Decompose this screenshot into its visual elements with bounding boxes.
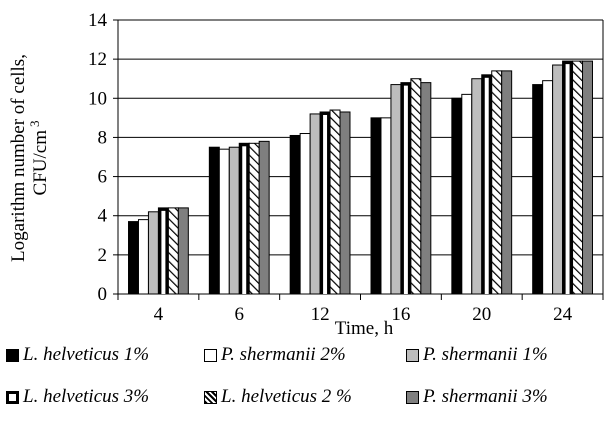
y-tick-labels: 0 2 4 6 8 10 12 14 <box>88 10 108 305</box>
bar-5-6 <box>248 142 260 295</box>
bars <box>128 60 593 295</box>
legend-label-2: P. shermanii 2% <box>221 344 346 365</box>
legend-swatch-1 <box>6 348 19 362</box>
x-tick-labels: 4 6 12 16 20 24 <box>154 304 573 325</box>
bar-inner-4-12 <box>323 114 328 294</box>
bar-3-24 <box>552 64 564 295</box>
bar-3-4 <box>147 211 159 295</box>
y-tick-label: 0 <box>98 284 108 305</box>
bar-2-4 <box>137 219 149 295</box>
x-tick-label: 6 <box>235 304 245 325</box>
y-axis-label-line-1: Logarithm number of cells, <box>8 54 29 262</box>
bar-3-16 <box>390 84 402 295</box>
x-axis-label: Time, h <box>335 318 394 339</box>
bar-2-12 <box>299 133 311 295</box>
legend-swatch-2 <box>204 348 217 362</box>
y-tick-label: 8 <box>98 127 108 148</box>
y-axis-label-line-2: CFU/cm 3 <box>27 121 51 196</box>
legend-label-3: P. shermanii 1% <box>423 344 548 365</box>
bar-2-16 <box>380 117 392 295</box>
bar-3-6 <box>228 146 240 295</box>
bar-1-6 <box>208 146 220 295</box>
legend-label-4: L. helveticus 3% <box>23 386 150 407</box>
bar-inner-4-20 <box>484 77 489 294</box>
bar-2-20 <box>461 93 473 295</box>
legend-swatch-4 <box>6 390 19 404</box>
bar-2-6 <box>218 148 230 295</box>
bar-5-20 <box>491 70 503 295</box>
x-tick-label: 4 <box>154 304 164 325</box>
x-tick-label: 20 <box>472 304 491 325</box>
bar-1-12 <box>289 134 301 295</box>
bar-inner-4-4 <box>161 210 166 294</box>
legend: L. helveticus 1% P. shermanii 2% P. sherma… <box>6 344 610 432</box>
bar-1-4 <box>128 221 139 295</box>
bar-6-6 <box>258 140 270 295</box>
y-axis-unit: CFU/cm <box>30 130 51 196</box>
legend-swatch-5 <box>204 390 217 404</box>
y-tick-label: 12 <box>88 49 107 70</box>
bar-inner-4-24 <box>565 64 570 294</box>
y-axis-label: Logarithm number of cells, CFU/cm 3 <box>8 54 51 262</box>
legend-item-3: P. shermanii 1% <box>406 344 548 366</box>
bar-5-12 <box>329 109 341 295</box>
bar-6-12 <box>339 111 351 295</box>
bar-5-24 <box>572 60 584 295</box>
bar-1-16 <box>370 117 382 295</box>
bar-6-24 <box>582 60 593 295</box>
legend-swatch-6 <box>406 390 419 404</box>
bar-6-20 <box>501 70 513 295</box>
axes <box>113 19 604 300</box>
x-tick-label: 24 <box>553 304 573 325</box>
legend-label-1: L. helveticus 1% <box>23 344 150 365</box>
bar-2-24 <box>542 80 554 295</box>
bar-5-4 <box>167 207 179 295</box>
legend-label-5: L. helveticus 2 % <box>221 386 352 407</box>
legend-item-5: L. helveticus 2 % <box>204 386 352 408</box>
y-tick-label: 10 <box>88 88 107 109</box>
legend-swatch-3 <box>406 348 419 362</box>
grid-lines <box>118 19 603 295</box>
bar-1-24 <box>532 84 544 295</box>
bar-6-4 <box>177 207 189 295</box>
y-axis-unit-superscript: 3 <box>27 121 42 128</box>
y-tick-label: 4 <box>98 206 108 227</box>
legend-item-2: P. shermanii 2% <box>204 344 346 366</box>
legend-item-6: P. shermanii 3% <box>406 386 548 408</box>
y-tick-label: 14 <box>88 10 108 31</box>
legend-item-1: L. helveticus 1% <box>6 344 149 366</box>
bar-3-12 <box>309 113 321 295</box>
bar-1-20 <box>451 97 463 295</box>
bar-inner-4-16 <box>403 85 408 294</box>
bar-inner-4-6 <box>242 146 247 294</box>
x-tick-label: 16 <box>391 304 410 325</box>
x-tick-label: 12 <box>311 304 330 325</box>
bar-6-16 <box>420 82 432 295</box>
bar-5-16 <box>410 78 422 295</box>
y-tick-label: 2 <box>98 245 108 266</box>
bar-3-20 <box>471 78 483 295</box>
legend-item-4: L. helveticus 3% <box>6 386 149 408</box>
legend-label-6: P. shermanii 3% <box>423 386 548 407</box>
y-tick-label: 6 <box>98 167 108 188</box>
